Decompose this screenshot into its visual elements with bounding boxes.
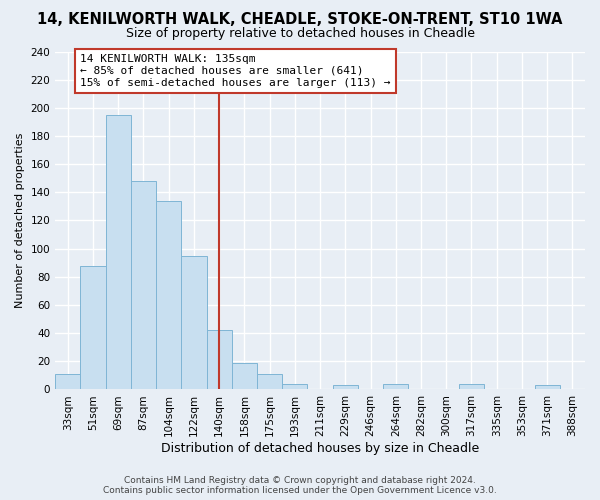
Bar [106,115,131,390]
Bar [55,374,80,390]
Bar [206,330,232,390]
Bar [282,384,307,390]
Bar [257,374,282,390]
Text: 14, KENILWORTH WALK, CHEADLE, STOKE-ON-TRENT, ST10 1WA: 14, KENILWORTH WALK, CHEADLE, STOKE-ON-T… [37,12,563,28]
Bar [131,181,156,390]
Bar [332,385,358,390]
Bar [232,362,257,390]
Text: 14 KENILWORTH WALK: 135sqm
← 85% of detached houses are smaller (641)
15% of sem: 14 KENILWORTH WALK: 135sqm ← 85% of deta… [80,54,391,88]
Text: Size of property relative to detached houses in Cheadle: Size of property relative to detached ho… [125,28,475,40]
Text: Contains HM Land Registry data © Crown copyright and database right 2024.: Contains HM Land Registry data © Crown c… [124,476,476,485]
Bar [459,384,484,390]
X-axis label: Distribution of detached houses by size in Cheadle: Distribution of detached houses by size … [161,442,479,455]
Text: Contains public sector information licensed under the Open Government Licence v3: Contains public sector information licen… [103,486,497,495]
Bar [156,201,181,390]
Bar [80,266,106,390]
Bar [181,256,206,390]
Bar [535,385,560,390]
Bar [383,384,409,390]
Y-axis label: Number of detached properties: Number of detached properties [15,133,25,308]
